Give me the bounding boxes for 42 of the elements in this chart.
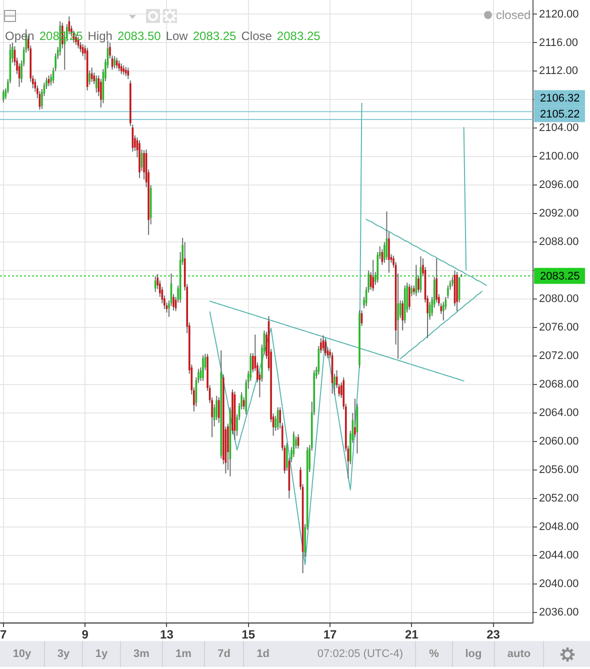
y-tick-label: 2104.00 [539,122,579,134]
y-tick-label: 2088.00 [539,236,579,248]
x-tick-label: 21 [404,628,419,642]
text: 1d [243,641,282,667]
y-tick-label: 2076.00 [539,322,579,334]
ref-line-label: 2105.22 [540,108,580,121]
y-tick-label: 2080.00 [539,293,579,306]
y-tick-label: 2052.00 [539,492,579,504]
y-tick-label: 2096.00 [539,179,579,192]
x-tick-label: 17 [323,628,337,642]
y-tick-label: 2036.00 [539,606,579,618]
x-tick-label: 13 [160,628,174,642]
text: 3m [120,641,162,667]
y-tick-label: 2092.00 [539,208,579,220]
ref-line-label: 2106.32 [540,92,580,105]
x-tick-label: 15 [242,628,256,642]
y-tick-label: 2068.00 [539,378,579,391]
y-tick-label: 2112.00 [539,65,578,78]
y-tick-label: 2044.00 [539,549,579,562]
y-tick-label: 2116.00 [539,36,578,49]
ref-line-label: 2083.25 [540,270,580,282]
y-tick-label: 2056.00 [539,464,579,476]
y-tick-label: 2120.00 [539,8,579,20]
y-tick-label: 2064.00 [539,406,579,419]
x-tick-label: 9 [82,628,89,642]
text: 1m [162,641,204,667]
text: 3y [44,641,82,667]
x-tick-label: 23 [486,628,500,642]
y-tick-label: 2048.00 [539,520,579,533]
y-tick-label: 2060.00 [539,435,579,448]
y-tick-label: 2100.00 [539,150,579,163]
text: 07:02:05 (UTC-4) [316,647,404,662]
text: % [415,641,452,667]
x-tick-label: 7 [0,628,8,642]
text: 10y [12,647,32,662]
y-tick-label: 2040.00 [539,578,579,590]
text: log [452,641,494,667]
text: auto [494,641,543,667]
text: 7d [204,641,243,667]
annotation: closed [496,8,531,22]
y-tick-label: 2072.00 [539,350,579,362]
text: 1y [82,641,120,667]
